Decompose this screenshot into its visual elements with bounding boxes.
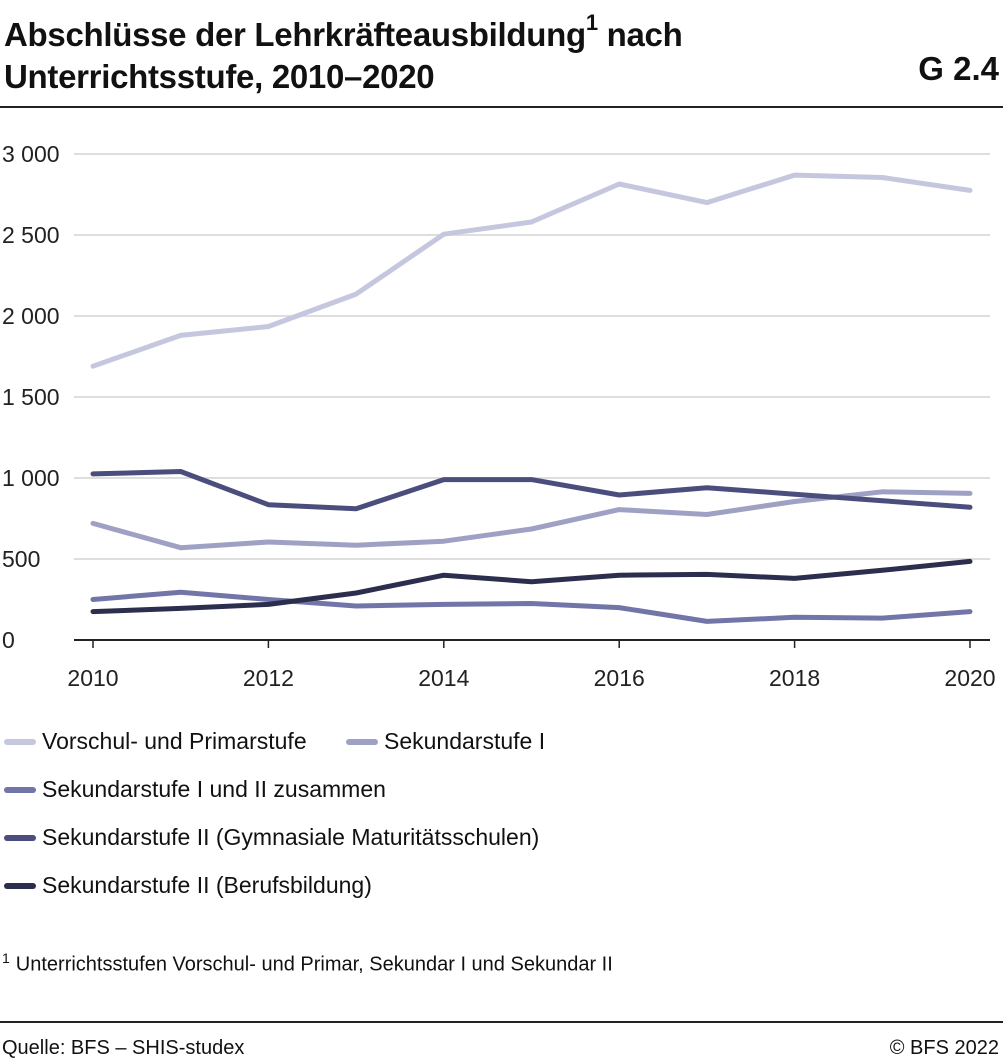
title-footnote-marker: 1: [585, 10, 598, 35]
series-line-3: [90, 469, 973, 512]
chart-title: Abschlüsse der Lehrkräfteausbildung1 nac…: [4, 6, 683, 98]
footer-divider: [0, 1021, 1003, 1023]
x-tick-label: 2016: [594, 665, 645, 691]
legend-label: Sekundarstufe II (Berufsbildung): [42, 872, 372, 898]
legend-swatch: [346, 738, 378, 745]
legend-swatch: [4, 882, 36, 889]
y-tick-label: 2 500: [2, 222, 60, 248]
title-line-2: Unterrichtsstufe, 2010–2020: [4, 58, 435, 95]
y-tick-label: 2 000: [2, 303, 60, 329]
legend-item-sekundar-2-berufsbildung: Sekundarstufe II (Berufsbildung): [4, 872, 372, 899]
footnote-marker: 1: [2, 950, 10, 966]
legend-item-sekundar-1-2: Sekundarstufe I und II zusammen: [4, 776, 386, 803]
x-tick-label: 2014: [418, 665, 469, 691]
legend-item-sekundar-2-gymnasial: Sekundarstufe II (Gymnasiale Maturitätss…: [4, 824, 539, 851]
footnote: 1 Unterrichtsstufen Vorschul- und Primar,…: [2, 950, 613, 977]
legend-swatch: [4, 834, 36, 841]
line-chart: 0 500 1 000 1 500 2 000 2 500 3 000 2010 2012 20…: [2, 141, 996, 691]
source-note: Quelle: BFS – SHIS-studex: [2, 1037, 245, 1059]
title-line-1-end: nach: [597, 16, 683, 53]
legend-label: Vorschul- und Primarstufe: [42, 728, 307, 754]
title-line-1: Abschlüsse der Lehrkräfteausbildung: [4, 16, 586, 53]
x-tick-label: 2020: [944, 665, 995, 691]
x-tick-label: 2010: [67, 665, 118, 691]
copyright: © BFS 2022: [889, 1037, 999, 1059]
header-divider: [0, 106, 1003, 108]
legend-swatch: [4, 738, 36, 745]
legend-swatch: [4, 786, 36, 793]
legend-label: Sekundarstufe I und II zusammen: [42, 776, 386, 802]
x-tick-label: 2012: [243, 665, 294, 691]
series-line-0: [90, 172, 973, 369]
legend-label: Sekundarstufe I: [384, 728, 546, 754]
series-line-4: [90, 558, 973, 615]
y-tick-label: 3 000: [2, 141, 60, 167]
legend-item-vorschul-primar: Vorschul- und Primarstufe: [4, 728, 307, 755]
series-line-1: [90, 489, 973, 551]
y-tick-label: 500: [2, 546, 40, 572]
y-tick-label: 1 500: [2, 384, 60, 410]
y-tick-label: 0: [2, 627, 15, 653]
legend-item-sekundar-1: Sekundarstufe I: [346, 728, 545, 755]
x-tick-label: 2018: [769, 665, 820, 691]
graphic-number: G 2.4: [918, 50, 999, 87]
series-line-2: [90, 589, 973, 624]
legend-label: Sekundarstufe II (Gymnasiale Maturitätss…: [42, 824, 540, 850]
y-tick-label: 1 000: [2, 465, 60, 491]
footnote-text: Unterrichtsstufen Vorschul- und Primar, …: [15, 953, 613, 976]
